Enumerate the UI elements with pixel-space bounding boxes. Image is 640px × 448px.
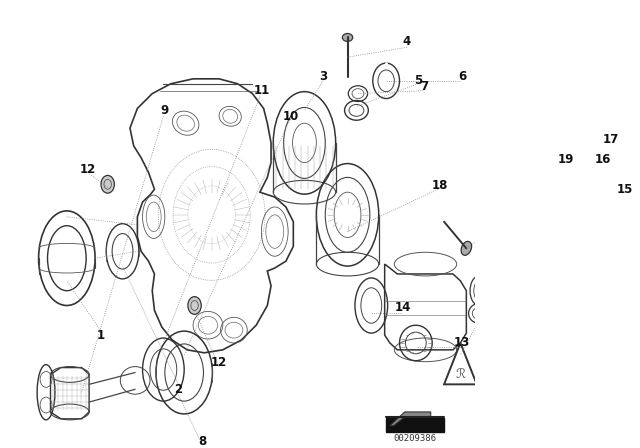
Text: 13: 13 xyxy=(454,336,470,349)
Text: 8: 8 xyxy=(198,435,206,448)
Bar xyxy=(386,418,444,431)
Text: 1: 1 xyxy=(96,328,104,341)
Ellipse shape xyxy=(461,241,472,255)
Text: 18: 18 xyxy=(431,179,448,192)
Text: 00209386: 00209386 xyxy=(394,434,436,443)
Text: 11: 11 xyxy=(253,84,269,97)
Text: 10: 10 xyxy=(283,110,300,123)
Text: 12: 12 xyxy=(79,163,96,176)
Ellipse shape xyxy=(101,176,115,193)
Text: 7: 7 xyxy=(420,80,429,93)
Text: 16: 16 xyxy=(595,153,611,166)
Polygon shape xyxy=(390,412,431,426)
Text: 17: 17 xyxy=(602,134,618,146)
Text: 15: 15 xyxy=(617,183,634,196)
Text: 9: 9 xyxy=(161,104,169,117)
Text: 2: 2 xyxy=(174,383,182,396)
Text: ℛ: ℛ xyxy=(456,368,465,381)
Text: 19: 19 xyxy=(557,153,574,166)
Ellipse shape xyxy=(188,297,201,314)
Text: 14: 14 xyxy=(394,301,411,314)
Ellipse shape xyxy=(342,34,353,41)
Text: 4: 4 xyxy=(403,35,411,48)
Text: 3: 3 xyxy=(319,70,327,83)
Text: 6: 6 xyxy=(458,70,466,83)
Text: 5: 5 xyxy=(414,74,422,87)
Text: 12: 12 xyxy=(211,356,227,369)
